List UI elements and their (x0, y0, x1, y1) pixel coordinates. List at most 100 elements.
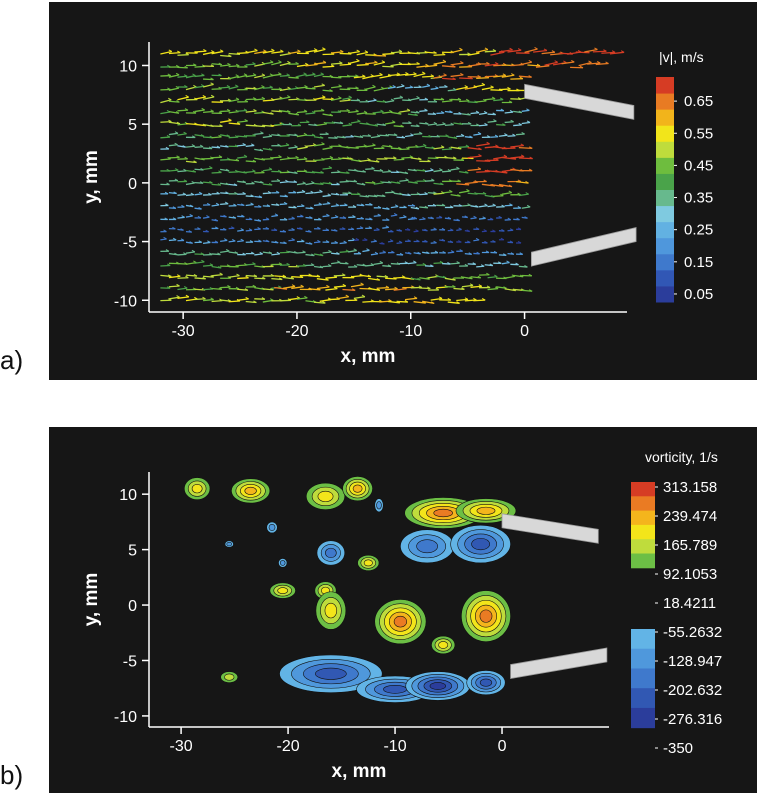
velocity-vector (220, 239, 228, 243)
velocity-vector-head (176, 295, 180, 298)
velocity-vector-head (409, 155, 414, 158)
velocity-vector (282, 276, 294, 280)
velocity-vector (220, 192, 229, 195)
colorbar-tick-label: 0.45 (684, 157, 713, 174)
velocity-vector (422, 85, 430, 88)
velocity-vector (194, 193, 203, 196)
velocity-vector-head (350, 227, 355, 230)
velocity-vector-head (406, 108, 411, 111)
panel-label-a: a) (0, 345, 24, 375)
x-tick-label: -30 (170, 738, 193, 755)
velocity-vector-head (243, 108, 248, 111)
velocity-vector-head (210, 297, 214, 300)
velocity-vector (322, 167, 332, 170)
velocity-vector (419, 287, 431, 290)
vector-row (160, 212, 528, 222)
velocity-vector (202, 83, 214, 88)
velocity-vector (436, 275, 447, 279)
velocity-vector (376, 275, 388, 278)
velocity-vector-head (286, 133, 290, 137)
velocity-vector (220, 134, 230, 138)
velocity-vector-head (172, 206, 177, 209)
velocity-vector-head (478, 153, 482, 157)
velocity-vector (274, 123, 285, 126)
colorbar-swatch (656, 125, 674, 142)
velocity-vector-head (393, 133, 398, 136)
velocity-vector-head (438, 215, 443, 219)
velocity-vector-head (431, 146, 435, 149)
velocity-vector-head (283, 201, 288, 205)
velocity-vector (490, 136, 499, 138)
velocity-vector (245, 274, 257, 278)
velocity-vector (356, 170, 366, 173)
vector-row (160, 94, 530, 104)
velocity-vector (202, 167, 213, 171)
velocity-vector (476, 77, 489, 80)
velocity-vector-head (226, 108, 231, 112)
velocity-vector-head (588, 60, 592, 63)
velocity-vector-head (497, 261, 502, 264)
velocity-vector (504, 275, 515, 279)
velocity-vector-head (425, 121, 429, 125)
velocity-vector (211, 136, 222, 139)
negative-vortex (224, 540, 234, 548)
velocity-vector-head (218, 170, 222, 173)
velocity-vector-head (465, 98, 470, 102)
velocity-vector (382, 181, 392, 184)
velocity-vector-head (379, 72, 383, 76)
velocity-vector (504, 111, 514, 114)
velocity-vector (493, 155, 507, 160)
velocity-vector-head (210, 64, 215, 67)
velocity-vector-head (507, 86, 511, 90)
velocity-vector-head (472, 262, 476, 265)
velocity-vector-head (336, 252, 340, 255)
velocity-vector-head (219, 49, 224, 52)
velocity-vector-head (257, 219, 262, 222)
velocity-vector (333, 121, 344, 125)
velocity-vector-head (491, 96, 496, 100)
velocity-vector (313, 182, 324, 185)
velocity-vector-head (193, 84, 197, 88)
velocity-vector (518, 265, 528, 268)
velocity-vector-head (304, 295, 308, 299)
velocity-vector-head (326, 213, 330, 217)
velocity-vector-head (357, 119, 361, 122)
velocity-vector (393, 288, 407, 291)
velocity-vector-head (374, 251, 379, 255)
velocity-vector (370, 74, 383, 78)
velocity-vector-head (185, 95, 189, 98)
velocity-vector-head (233, 203, 237, 207)
velocity-vector-head (180, 238, 185, 241)
velocity-vector-head (167, 73, 171, 77)
velocity-vector-head (398, 146, 402, 150)
velocity-vector-head (605, 61, 609, 64)
velocity-vector-head (509, 110, 514, 113)
velocity-vector-head (287, 86, 291, 90)
velocity-vector (515, 180, 529, 184)
velocity-vector-head (218, 287, 223, 290)
velocity-vector-head (286, 73, 290, 76)
velocity-vector (405, 86, 413, 89)
velocity-vector-head (348, 122, 352, 126)
velocity-vector (365, 181, 376, 184)
velocity-vector-head (330, 64, 335, 67)
velocity-vector-head (456, 261, 460, 264)
velocity-vector-head (184, 156, 188, 160)
velocity-vector-head (319, 136, 324, 139)
velocity-vector-head (493, 250, 498, 254)
velocity-vector (413, 133, 423, 136)
velocity-vector-head (353, 264, 358, 268)
velocity-vector (382, 226, 389, 229)
velocity-vector-head (338, 84, 342, 87)
plate (501, 513, 599, 544)
velocity-vector-head (268, 167, 273, 170)
velocity-vector-head (403, 214, 407, 218)
velocity-vector-head (201, 107, 205, 111)
velocity-vector (194, 50, 207, 53)
velocity-vector (518, 193, 529, 197)
velocity-vector (220, 119, 232, 123)
velocity-vector-head (374, 194, 378, 198)
velocity-vector-head (223, 214, 227, 218)
velocity-vector-head (398, 61, 403, 65)
